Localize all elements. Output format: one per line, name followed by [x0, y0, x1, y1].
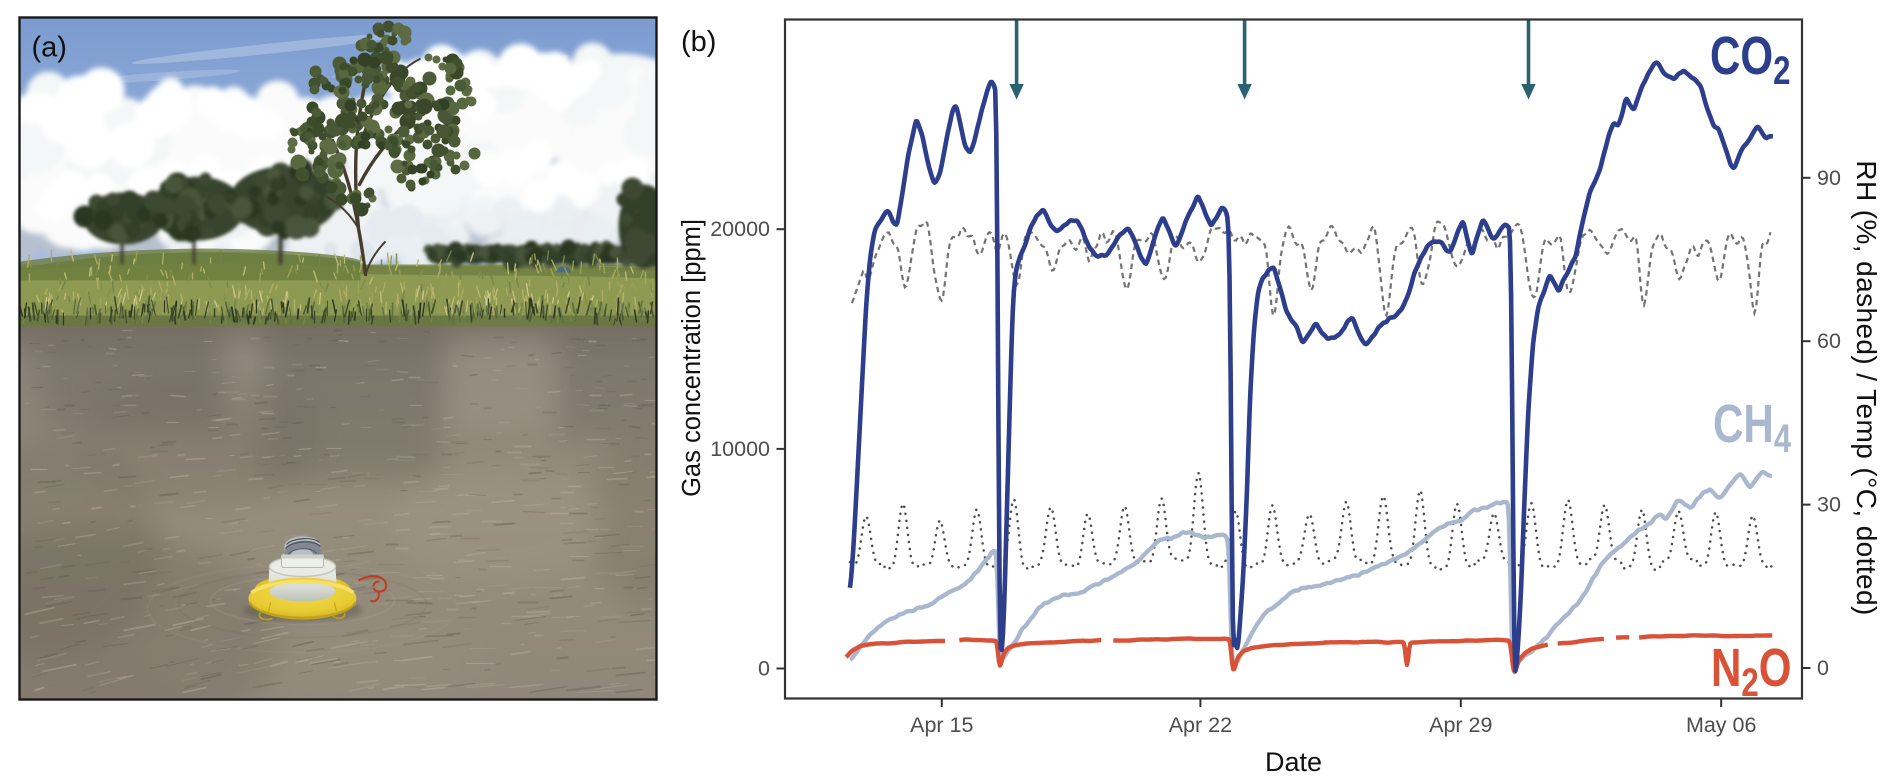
svg-text:20000: 20000 — [710, 217, 770, 241]
svg-text:Date: Date — [1265, 747, 1322, 776]
svg-text:Apr 15: Apr 15 — [910, 713, 973, 737]
svg-text:Apr 22: Apr 22 — [1169, 713, 1232, 737]
svg-text:(b): (b) — [681, 26, 716, 58]
svg-text:0: 0 — [758, 657, 770, 681]
svg-text:60: 60 — [1817, 329, 1841, 353]
svg-text:RH (%, dashed) / Temp (°C, dot: RH (%, dashed) / Temp (°C, dotted) — [1851, 160, 1882, 615]
svg-text:0: 0 — [1817, 656, 1829, 680]
svg-text:May 06: May 06 — [1686, 713, 1757, 737]
svg-text:Apr 29: Apr 29 — [1429, 713, 1492, 737]
svg-text:10000: 10000 — [710, 437, 770, 461]
svg-text:(a): (a) — [32, 32, 67, 64]
svg-text:30: 30 — [1817, 493, 1841, 517]
svg-text:Gas concentration [ppm]: Gas concentration [ppm] — [678, 219, 706, 497]
svg-text:90: 90 — [1817, 166, 1841, 190]
